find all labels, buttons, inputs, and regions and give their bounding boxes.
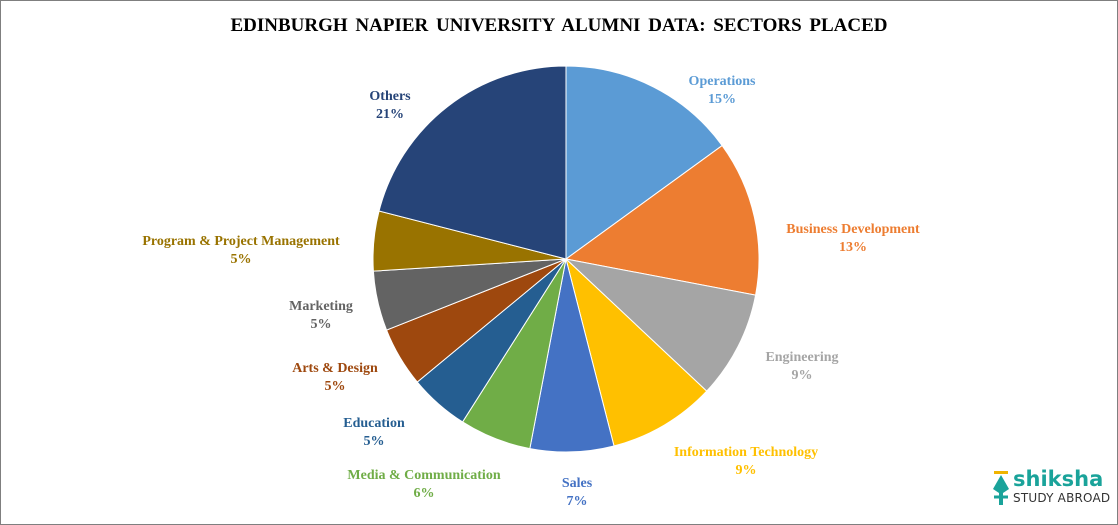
data-label-name: Business Development [786,222,920,237]
data-label-name: Engineering [765,350,839,365]
data-label-name: Education [343,416,405,431]
slice-business-development [564,144,760,296]
data-label: Engineering 9% [765,349,838,385]
data-label-value: 9% [735,463,757,478]
shiksha-logo: shiksha STUDY ABROAD [991,467,1111,513]
slice-others [378,65,567,260]
data-label: Others 21% [369,88,410,124]
data-label: Operations 15% [689,73,756,109]
data-label-value: 13% [839,240,867,255]
data-label-value: 6% [413,486,435,501]
data-label-name: Operations [688,74,756,89]
data-label: Arts & Design 5% [292,360,378,396]
data-label: Sales 7% [562,475,592,511]
data-label-value: 5% [324,379,346,394]
data-label-value: 15% [707,92,736,107]
data-label-value: 5% [363,434,385,449]
data-label-name: Media & Communication [347,468,501,483]
data-label: Media & Communication 6% [347,467,500,503]
data-label-name: Program & Project Management [142,234,340,249]
chart-title: EDINBURGH NAPIER UNIVERSITY ALUMNI DATA:… [230,15,888,36]
data-label-name: Marketing [289,299,353,314]
slice-information-technology [565,257,708,447]
data-label-value: 7% [566,494,588,509]
data-label-name: Arts & Design [292,361,378,376]
data-label: Information Technology 9% [674,444,818,480]
pen-nib-icon [993,471,1009,505]
data-label-value: 21% [376,107,404,122]
data-label-value: 5% [310,317,332,332]
data-label-name: Sales [561,476,593,491]
data-label-value: 9% [791,368,813,383]
slice-operations [565,65,723,260]
data-label-value: 5% [230,252,252,267]
slice-engineering [564,258,757,392]
data-label: Education 5% [343,415,404,451]
data-label: Program & Project Management 5% [142,233,339,269]
data-label: Business Development 13% [786,221,919,257]
data-label: Marketing 5% [289,298,353,334]
data-label-name: Information Technology [673,445,819,460]
data-label-name: Others [369,89,411,104]
